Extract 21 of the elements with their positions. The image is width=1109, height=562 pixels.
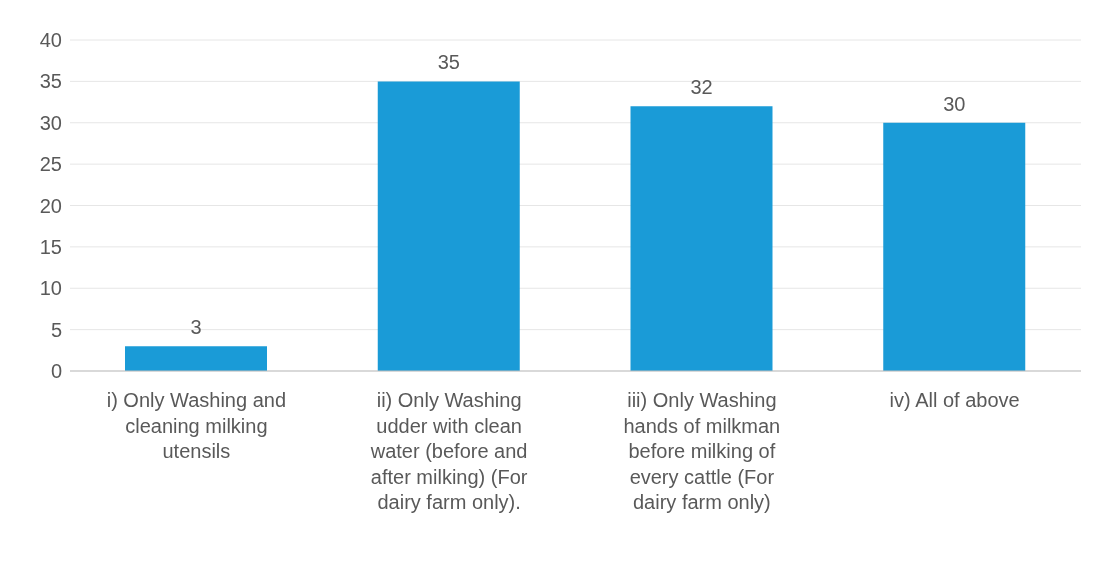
data-label: 30 — [943, 92, 966, 115]
y-tick-label: 10 — [39, 277, 62, 300]
data-label: 35 — [437, 51, 460, 74]
x-tick-label: iv) All of above — [889, 389, 1020, 411]
data-label: 32 — [690, 76, 713, 99]
y-tick-label: 20 — [39, 194, 62, 217]
x-tick-label: iii) Only Washing hands of milkman before milking of every cattle (For dairy farm only) — [623, 389, 781, 513]
y-tick-label: 0 — [50, 360, 62, 383]
y-tick-label: 35 — [39, 70, 62, 93]
y-tick-label: 40 — [39, 29, 62, 52]
y-tick-label: 30 — [39, 111, 62, 134]
x-tick-label: ii) Only Washing udder with clean water (before and after milking) (For dairy farm only). — [369, 389, 528, 513]
bar — [630, 106, 773, 371]
bar — [125, 346, 267, 371]
data-label: 3 — [190, 316, 202, 339]
bar — [377, 81, 520, 371]
y-tick-label: 5 — [50, 318, 62, 341]
bar — [883, 122, 1026, 371]
x-tick-label: i) Only Washing and cleaning milking utensils — [106, 389, 287, 462]
y-tick-label: 25 — [39, 153, 62, 176]
y-tick-label: 15 — [39, 235, 62, 258]
